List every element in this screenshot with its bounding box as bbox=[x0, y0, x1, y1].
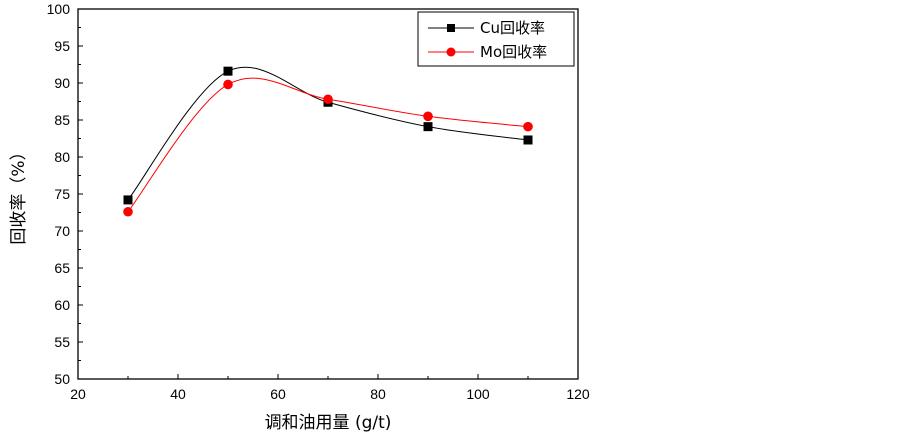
y-tick-label: 75 bbox=[54, 186, 70, 202]
legend-label-mo: Mo回收率 bbox=[480, 43, 547, 61]
y-tick-label: 55 bbox=[54, 334, 70, 350]
data-point-cu bbox=[123, 195, 133, 205]
y-axis: 50 55 60 65 70 75 80 85 90 95 100 bbox=[47, 1, 83, 387]
data-point-cu bbox=[523, 135, 533, 145]
y-tick-label: 60 bbox=[54, 297, 70, 313]
x-tick-label: 80 bbox=[370, 386, 386, 402]
data-point-cu bbox=[423, 122, 433, 132]
legend-marker-mo bbox=[446, 47, 456, 57]
x-axis: 20 40 60 80 100 120 bbox=[70, 374, 590, 402]
x-tick-label: 40 bbox=[170, 386, 186, 402]
y-tick-label: 70 bbox=[54, 223, 70, 239]
x-tick-label: 60 bbox=[270, 386, 286, 402]
y-tick-label: 90 bbox=[54, 75, 70, 91]
y-tick-label: 100 bbox=[47, 1, 71, 17]
data-point-mo bbox=[123, 206, 133, 217]
data-point-cu bbox=[223, 66, 233, 76]
y-tick-label: 85 bbox=[54, 112, 70, 128]
x-tick-label: 20 bbox=[70, 386, 86, 402]
x-tick-label: 100 bbox=[466, 386, 490, 402]
legend-marker-cu bbox=[447, 24, 455, 32]
series-layer bbox=[123, 66, 533, 217]
series-line-cu bbox=[127, 66, 529, 201]
data-point-mo bbox=[523, 121, 533, 132]
data-point-mo bbox=[423, 111, 433, 122]
y-tick-label: 65 bbox=[54, 260, 70, 276]
legend-box bbox=[417, 11, 575, 67]
x-tick-label: 120 bbox=[566, 386, 590, 402]
data-point-mo bbox=[223, 79, 233, 90]
y-axis-title: 回收率（%） bbox=[9, 143, 29, 244]
x-axis-title: 调和油用量 (g/t) bbox=[265, 413, 392, 433]
legend: Cu回收率 Mo回收率 bbox=[417, 11, 575, 67]
y-tick-label: 80 bbox=[54, 149, 70, 165]
y-tick-label: 95 bbox=[54, 38, 70, 54]
data-point-mo bbox=[323, 94, 333, 105]
legend-label-cu: Cu回收率 bbox=[480, 19, 545, 37]
y-tick-label: 50 bbox=[54, 371, 70, 387]
